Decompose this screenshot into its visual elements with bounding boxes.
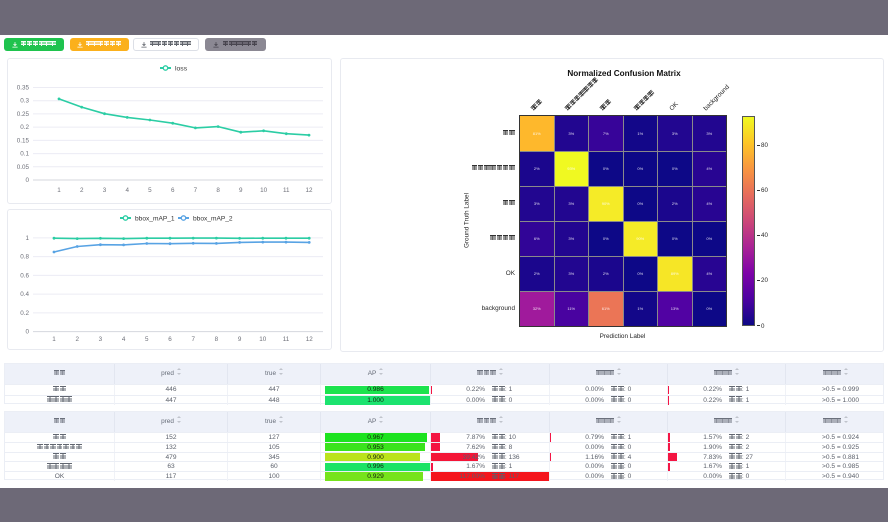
svg-text:12: 12: [305, 187, 313, 194]
svg-text:6: 6: [168, 336, 172, 343]
svg-text:0.35: 0.35: [17, 85, 30, 92]
svg-text:1: 1: [57, 187, 61, 194]
svg-text:2: 2: [80, 187, 84, 194]
svg-text:0: 0: [25, 329, 29, 336]
svg-text:1: 1: [25, 235, 29, 242]
svg-text:0.2: 0.2: [20, 310, 29, 317]
svg-text:1: 1: [52, 336, 56, 343]
svg-text:3: 3: [103, 187, 107, 194]
svg-text:12: 12: [306, 336, 314, 343]
svg-text:bbox_mAP_2: bbox_mAP_2: [193, 216, 233, 223]
svg-text:0.6: 0.6: [20, 272, 29, 279]
svg-text:10: 10: [259, 336, 267, 343]
svg-text:7: 7: [194, 187, 198, 194]
svg-text:0.3: 0.3: [20, 98, 29, 105]
svg-text:8: 8: [215, 336, 219, 343]
svg-text:0.05: 0.05: [17, 164, 30, 171]
svg-text:0.2: 0.2: [20, 124, 29, 131]
svg-text:11: 11: [283, 187, 290, 194]
svg-text:6: 6: [171, 187, 175, 194]
svg-text:3: 3: [99, 336, 103, 343]
svg-text:5: 5: [145, 336, 149, 343]
svg-text:bbox_mAP_1: bbox_mAP_1: [135, 216, 175, 223]
svg-text:9: 9: [239, 187, 243, 194]
svg-text:10: 10: [260, 187, 268, 194]
svg-text:0.4: 0.4: [20, 291, 29, 298]
svg-text:4: 4: [125, 187, 129, 194]
svg-text:5: 5: [148, 187, 152, 194]
svg-text:loss: loss: [175, 66, 188, 73]
svg-text:0.8: 0.8: [20, 254, 29, 261]
svg-text:0.15: 0.15: [17, 137, 30, 144]
svg-text:11: 11: [283, 336, 290, 343]
svg-text:0: 0: [25, 177, 29, 184]
svg-text:0.1: 0.1: [20, 151, 29, 158]
svg-text:4: 4: [122, 336, 126, 343]
svg-text:2: 2: [75, 336, 79, 343]
svg-text:7: 7: [191, 336, 195, 343]
svg-text:0.25: 0.25: [17, 111, 30, 118]
svg-text:8: 8: [216, 187, 220, 194]
svg-text:9: 9: [238, 336, 242, 343]
